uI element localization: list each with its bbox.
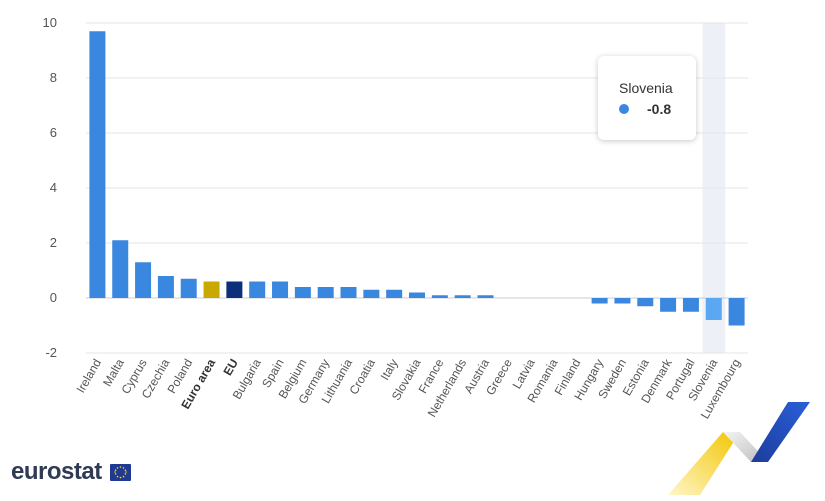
eu-flag-icon: [110, 464, 131, 481]
bar-poland[interactable]: [180, 278, 197, 298]
eurostat-logo: eurostat: [11, 458, 102, 485]
bar-malta[interactable]: [112, 240, 129, 298]
x-tick-label: Ireland: [74, 357, 104, 396]
bar-denmark[interactable]: [660, 298, 677, 312]
bar-netherlands[interactable]: [454, 295, 471, 298]
bar-sweden[interactable]: [614, 298, 631, 304]
bar-slovakia[interactable]: [409, 292, 425, 299]
bar-euro-area[interactable]: [203, 281, 220, 299]
eurostat-ribbon-icon: [668, 402, 810, 495]
bar-austria[interactable]: [477, 295, 494, 298]
y-tick-label: 6: [50, 125, 57, 140]
bar-belgium[interactable]: [294, 287, 311, 298]
x-tick-label: Italy: [378, 357, 401, 383]
bar-germany[interactable]: [317, 287, 334, 298]
bar-bulgaria[interactable]: [249, 281, 266, 299]
bar-croatia[interactable]: [363, 289, 380, 298]
bar-czechia[interactable]: [157, 276, 174, 298]
bar-slovenia[interactable]: [705, 298, 722, 320]
bar-luxembourg[interactable]: [728, 298, 745, 326]
bar-lithuania[interactable]: [340, 287, 357, 298]
bar-italy[interactable]: [386, 289, 403, 298]
y-tick-label: 10: [43, 15, 57, 30]
bar-portugal[interactable]: [682, 298, 699, 312]
bar-france[interactable]: [431, 295, 448, 298]
bar-estonia[interactable]: [637, 298, 654, 307]
y-axis: 10 8 6 4 2 0 -2: [43, 15, 57, 360]
x-tick-label: EU: [221, 357, 241, 378]
tooltip-country: Slovenia: [619, 80, 673, 96]
bars: [89, 31, 745, 326]
bar-hungary[interactable]: [591, 298, 608, 304]
y-tick-label: 4: [50, 180, 57, 195]
y-tick-label: 2: [50, 235, 57, 250]
bar-eu[interactable]: [226, 281, 243, 299]
y-tick-label: 8: [50, 70, 57, 85]
y-tick-label: 0: [50, 290, 57, 305]
bar-spain[interactable]: [272, 281, 289, 299]
tooltip: Slovenia -0.8: [598, 56, 696, 140]
y-tick-label: -2: [45, 345, 57, 360]
bar-ireland[interactable]: [89, 31, 106, 298]
tooltip-series-dot: [619, 104, 629, 114]
bar-cyprus[interactable]: [135, 262, 152, 298]
tooltip-value: -0.8: [647, 101, 672, 117]
